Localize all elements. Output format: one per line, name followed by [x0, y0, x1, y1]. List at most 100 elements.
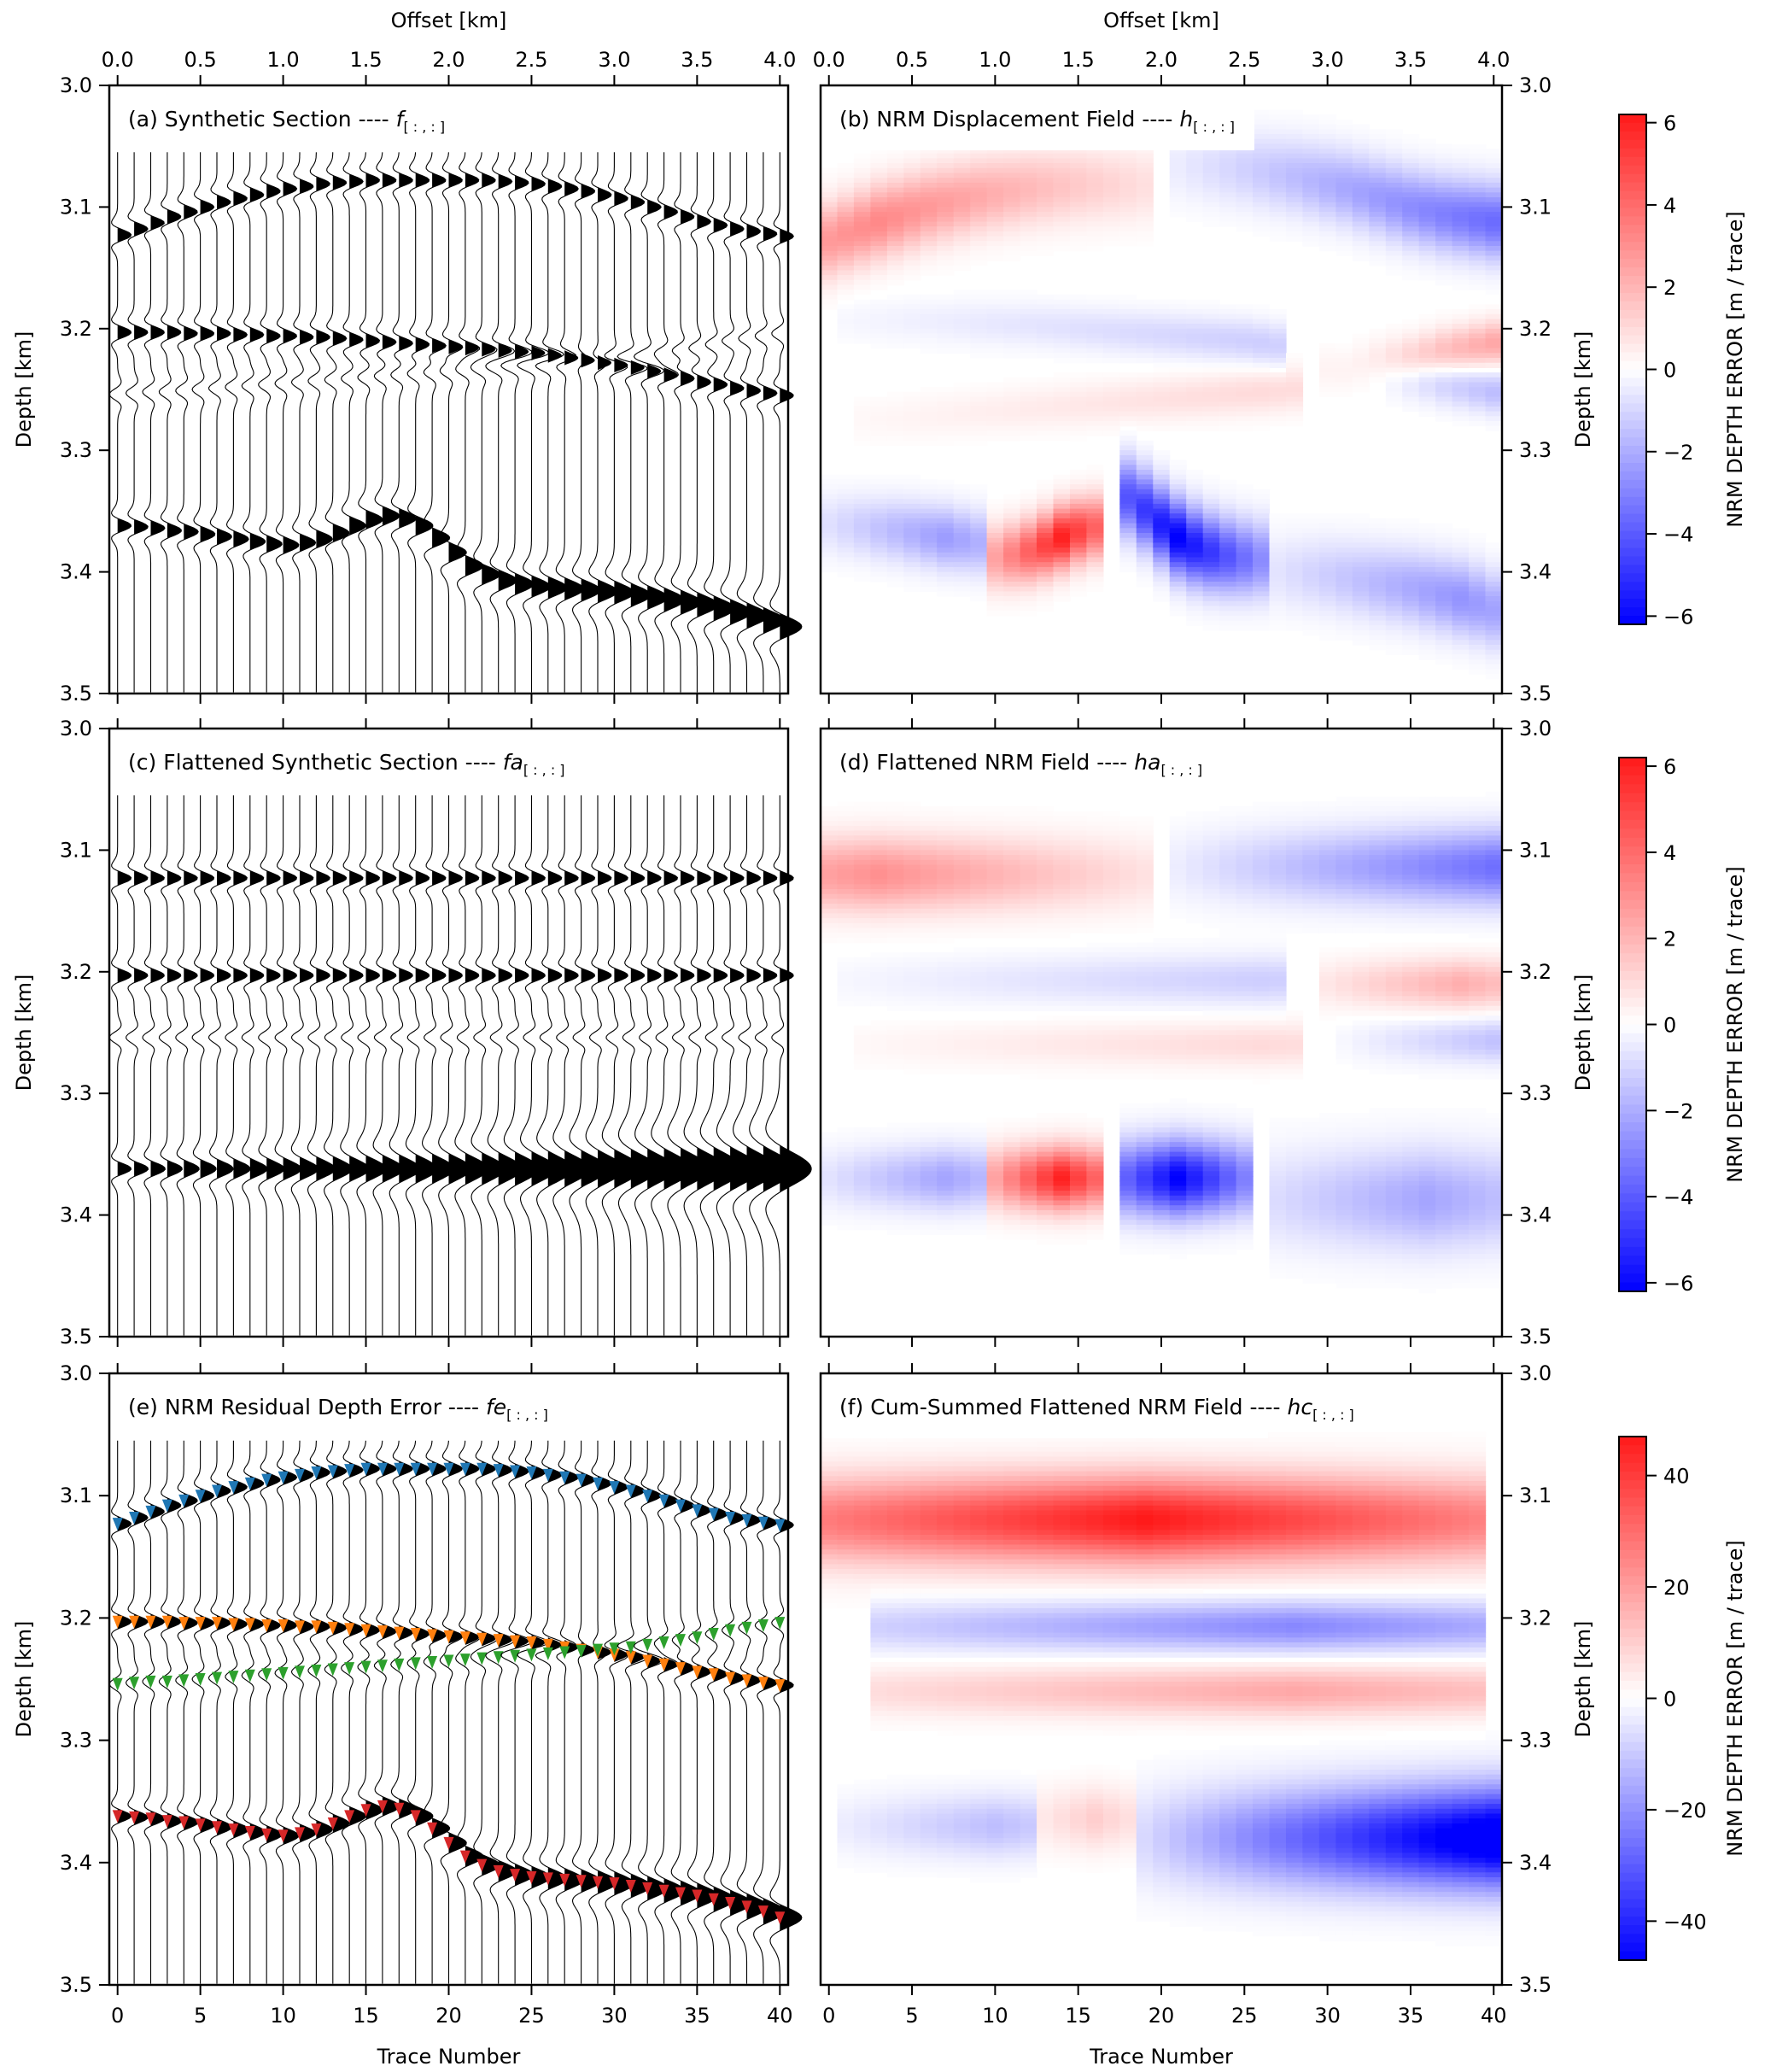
heat-cell: [1485, 421, 1503, 427]
heat-cell: [1086, 294, 1104, 301]
heat-cell: [970, 976, 988, 982]
wiggle-fill: [663, 204, 678, 219]
wiggle-fill: [167, 325, 181, 340]
heat-cell: [970, 1225, 988, 1231]
heat-cell: [920, 236, 938, 242]
heat-cell: [1469, 279, 1487, 286]
heat-cell: [1003, 600, 1021, 607]
heat-cell: [853, 893, 871, 899]
heat-cell: [1102, 898, 1120, 904]
heat-cell: [1352, 577, 1370, 582]
heat-cell: [1485, 387, 1503, 393]
heat-cell: [837, 1200, 855, 1206]
heat-cell: [886, 158, 904, 164]
heat-cell: [1236, 606, 1254, 612]
heat-cell: [1119, 1103, 1137, 1109]
heat-cell: [1302, 537, 1320, 543]
wiggle-fill: [233, 530, 249, 548]
heat-cell: [953, 552, 971, 559]
heat-cell: [920, 299, 938, 305]
heat-cell: [920, 1039, 938, 1045]
heat-cell: [937, 255, 955, 261]
heat-cell: [903, 825, 921, 832]
heat-cell: [1269, 547, 1287, 553]
heat-cell: [870, 1132, 888, 1138]
heat-cell: [1485, 547, 1503, 553]
heat-cell: [1070, 391, 1088, 398]
heat-cell: [1402, 528, 1420, 534]
heat-cell: [1070, 324, 1088, 330]
heat-cell: [1037, 309, 1055, 315]
heat-cell: [903, 396, 921, 402]
heat-cell: [1253, 533, 1271, 539]
heat-cell: [953, 1054, 971, 1060]
heat-cell: [903, 1156, 921, 1162]
wiggle-fill: [432, 173, 447, 188]
heat-cell: [870, 338, 888, 344]
heat-cell: [986, 1209, 1004, 1216]
heat-cell: [937, 859, 955, 866]
heat-cell: [1037, 547, 1055, 553]
wiggle-fill: [233, 327, 248, 342]
heat-cell: [953, 825, 971, 832]
heat-cell: [986, 533, 1004, 539]
colorbar-tick-label: 6: [1663, 112, 1676, 136]
heat-cell: [986, 1166, 1004, 1172]
heat-cell: [986, 319, 1004, 325]
heat-cell: [1136, 167, 1154, 174]
heat-cell: [1070, 811, 1088, 817]
heat-cell: [1020, 421, 1037, 427]
wiggle-fill: [365, 870, 380, 886]
heat-cell: [1136, 918, 1154, 924]
heat-cell: [1369, 362, 1387, 368]
heat-cell: [1037, 855, 1055, 861]
heat-cell: [1385, 358, 1403, 364]
heat-cell: [821, 850, 839, 856]
wiggle-fill: [498, 173, 512, 190]
heat-cell: [1086, 1185, 1104, 1191]
heat-cell: [1219, 615, 1237, 622]
colorbar-cell: [1619, 599, 1646, 608]
heat-cell: [970, 874, 988, 881]
offset-tick-label: 2.0: [1145, 48, 1178, 72]
heat-cell: [1136, 859, 1154, 866]
heat-cell: [1469, 416, 1487, 422]
heat-cell: [1020, 537, 1037, 543]
heat-cell: [1236, 372, 1254, 378]
heat-cell: [1253, 212, 1271, 218]
heat-cell: [953, 893, 971, 899]
heat-cell: [903, 1205, 921, 1211]
wiggle-fill: [647, 968, 662, 983]
heat-cell: [1053, 825, 1071, 832]
heat-cell: [1070, 1195, 1088, 1202]
heat-cell: [1452, 630, 1470, 636]
heat-cell: [937, 436, 955, 442]
heat-cell: [937, 591, 955, 597]
heat-cell: [1119, 1234, 1137, 1240]
heat-cell: [821, 1191, 839, 1197]
heat-cell: [886, 270, 904, 276]
heat-cell: [1402, 518, 1420, 524]
wiggle-fill: [630, 195, 645, 210]
heat-cell: [920, 1229, 938, 1235]
heat-cell: [1119, 178, 1137, 184]
heat-cell: [1236, 319, 1254, 325]
colorbar-tick-label: −6: [1663, 605, 1693, 629]
heat-cell: [1452, 279, 1470, 286]
heat-cell: [1469, 411, 1487, 417]
heat-cell: [837, 879, 855, 885]
heat-cell: [1335, 250, 1353, 256]
heat-cell: [903, 1059, 921, 1065]
heat-cell: [1385, 382, 1403, 388]
heat-cell: [986, 947, 1004, 953]
heat-cell: [1286, 571, 1304, 577]
wiggle-fill: [150, 968, 165, 983]
heat-cell: [1219, 571, 1237, 577]
heat-cell: [870, 1166, 888, 1172]
heat-cell: [1269, 129, 1287, 135]
heat-cell: [1119, 821, 1137, 827]
heat-cell: [1136, 503, 1154, 510]
heat-cell: [1003, 1064, 1021, 1070]
heat-cell: [1169, 387, 1187, 393]
heat-cell: [1186, 202, 1204, 208]
